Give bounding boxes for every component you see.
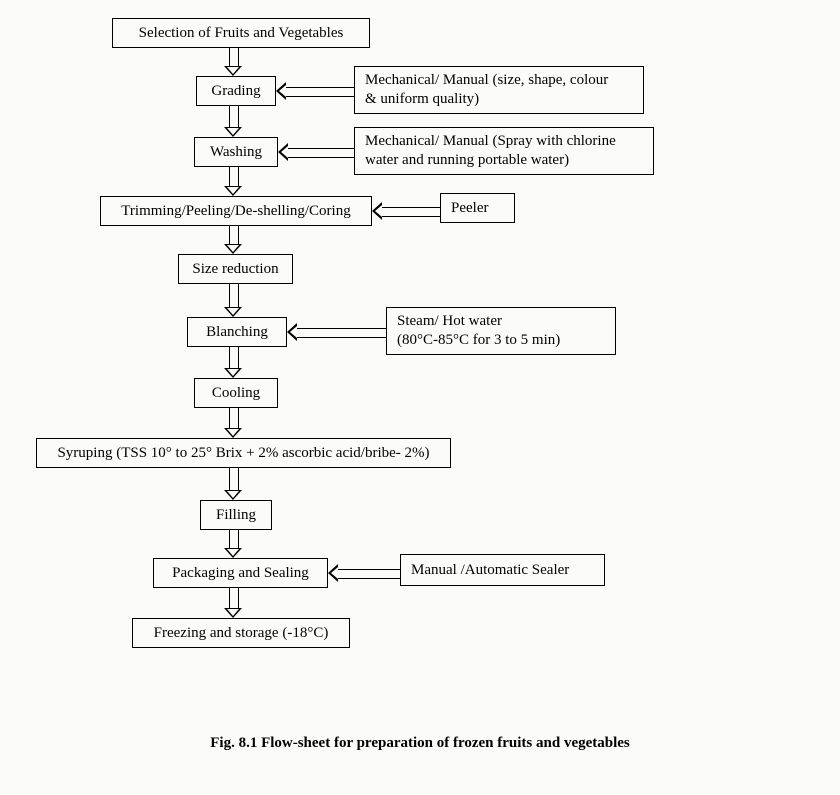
- side-arrow-to-packaging: [328, 564, 400, 582]
- note-sealer-note: Manual /Automatic Sealer: [400, 554, 605, 586]
- figure-caption: Fig. 8.1 Flow-sheet for preparation of f…: [0, 735, 840, 752]
- down-arrow-after-grading: [224, 106, 242, 137]
- step-grading: Grading: [196, 76, 276, 106]
- step-blanching: Blanching: [187, 317, 287, 347]
- step-freezing: Freezing and storage (-18°C): [132, 618, 350, 648]
- flowchart-canvas: Selection of Fruits and Vegetables Gradin…: [0, 0, 840, 795]
- step-selection: Selection of Fruits and Vegetables: [112, 18, 370, 48]
- note-blanching-note: Steam/ Hot water (80°C-85°C for 3 to 5 m…: [386, 307, 616, 355]
- down-arrow-after-filling: [224, 530, 242, 558]
- side-arrow-to-trimming: [372, 202, 440, 220]
- note-washing-note: Mechanical/ Manual (Spray with chlorine …: [354, 127, 654, 175]
- down-arrow-after-washing: [224, 167, 242, 196]
- down-arrow-after-blanching: [224, 347, 242, 378]
- note-peeler-note: Peeler: [440, 193, 515, 223]
- down-arrow-after-cooling: [224, 408, 242, 438]
- step-filling: Filling: [200, 500, 272, 530]
- down-arrow-after-packaging: [224, 588, 242, 618]
- note-grading-note: Mechanical/ Manual (size, shape, colour …: [354, 66, 644, 114]
- down-arrow-after-selection: [224, 48, 242, 76]
- down-arrow-after-syruping: [224, 468, 242, 500]
- step-cooling: Cooling: [194, 378, 278, 408]
- step-packaging: Packaging and Sealing: [153, 558, 328, 588]
- down-arrow-after-trimming: [224, 226, 242, 254]
- side-arrow-to-washing: [278, 143, 354, 161]
- side-arrow-to-grading: [276, 82, 354, 100]
- step-sizered: Size reduction: [178, 254, 293, 284]
- side-arrow-to-blanching: [287, 323, 386, 341]
- step-trimming: Trimming/Peeling/De-shelling/Coring: [100, 196, 372, 226]
- step-syruping: Syruping (TSS 10° to 25° Brix + 2% ascor…: [36, 438, 451, 468]
- step-washing: Washing: [194, 137, 278, 167]
- down-arrow-after-sizered: [224, 284, 242, 317]
